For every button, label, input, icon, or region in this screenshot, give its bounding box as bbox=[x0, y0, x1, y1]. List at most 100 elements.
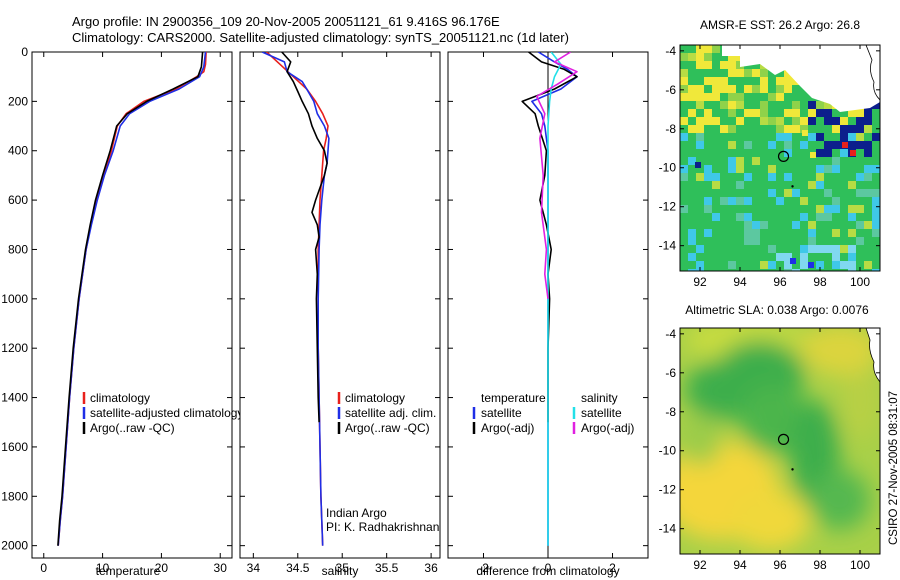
legend-temp-argo: Argo(-adj) bbox=[481, 421, 534, 435]
sst-cell bbox=[816, 213, 824, 221]
sst-cell bbox=[848, 229, 856, 237]
sst-cell bbox=[816, 149, 824, 157]
map-y-tick-label: -6 bbox=[665, 366, 676, 380]
series-line-argo bbox=[57, 52, 204, 546]
sst-cell bbox=[688, 253, 696, 261]
sst-cell bbox=[808, 109, 816, 117]
legend-satellite: satellite-adjusted climatology bbox=[90, 406, 243, 420]
sst-cell bbox=[744, 197, 752, 205]
sst-cell bbox=[808, 133, 816, 141]
sst-cell bbox=[832, 245, 840, 253]
sst-cell bbox=[808, 229, 816, 237]
legend-sal-argo: Argo(-adj) bbox=[581, 421, 634, 435]
sst-cell bbox=[728, 141, 736, 149]
sst-cell bbox=[720, 197, 728, 205]
sst-cell bbox=[816, 261, 824, 269]
sst-cell bbox=[800, 197, 808, 205]
sst-cell bbox=[736, 181, 744, 189]
sst-cell bbox=[864, 261, 872, 269]
sst-cell bbox=[712, 173, 720, 181]
sst-cell bbox=[784, 133, 792, 141]
temperature-panel: 0 10 20 30 0 200 400 600 800 1000 1200 1400 1600 1800… bbox=[1, 45, 243, 578]
sst-cell bbox=[704, 77, 712, 85]
sst-cell bbox=[752, 85, 760, 93]
sst-cell bbox=[768, 189, 776, 197]
sst-cell bbox=[816, 205, 824, 213]
sst-cell bbox=[800, 117, 808, 125]
sst-cell bbox=[816, 101, 824, 109]
sst-cell bbox=[704, 61, 712, 69]
sst-cell bbox=[802, 130, 808, 136]
map-x-tick-label: 96 bbox=[773, 558, 787, 572]
sst-cell bbox=[848, 109, 856, 117]
sst-cell bbox=[856, 109, 864, 117]
sst-cell bbox=[728, 53, 736, 61]
difference-xlabel: difference from climatology bbox=[476, 564, 619, 578]
sst-cell bbox=[832, 197, 840, 205]
sst-cell bbox=[768, 117, 776, 125]
sst-cell bbox=[728, 101, 736, 109]
sst-cell bbox=[824, 205, 832, 213]
map-x-tick-label: 100 bbox=[850, 558, 870, 572]
sst-cell bbox=[696, 125, 704, 133]
sst-map-panel: AMSR-E SST: 26.2 Argo: 26.8 92 94 96 98 100 -… bbox=[659, 18, 881, 289]
sst-cell bbox=[832, 229, 840, 237]
sst-cell bbox=[744, 213, 752, 221]
map-x-tick-label: 96 bbox=[773, 275, 787, 289]
sst-cell bbox=[840, 149, 848, 157]
map-x-tick-label: 98 bbox=[813, 275, 827, 289]
side-timestamp: CSIRO 27-Nov-2005 08:31:07 bbox=[888, 391, 900, 545]
sst-cell bbox=[792, 189, 800, 197]
sst-cell bbox=[816, 133, 824, 141]
sst-cell bbox=[792, 269, 800, 271]
sst-cell bbox=[688, 229, 696, 237]
sst-cell bbox=[848, 269, 856, 271]
sla-argo-location-marker bbox=[777, 433, 790, 445]
sst-cell bbox=[816, 181, 824, 189]
sst-cell bbox=[688, 93, 696, 101]
sst-cell bbox=[768, 261, 776, 269]
sst-cell bbox=[680, 165, 688, 173]
sst-cell bbox=[848, 245, 856, 253]
y-tick-label: 1000 bbox=[1, 292, 28, 306]
sst-cell bbox=[856, 173, 864, 181]
sst-cell bbox=[712, 93, 720, 101]
sst-cell bbox=[704, 165, 712, 173]
sst-cell bbox=[768, 93, 776, 101]
sst-cell bbox=[800, 253, 808, 261]
legend-temp-satellite: satellite bbox=[481, 406, 522, 420]
sst-cell bbox=[736, 117, 744, 125]
sst-cell bbox=[760, 69, 768, 77]
sst-cell bbox=[832, 165, 840, 173]
sst-cell bbox=[752, 221, 760, 229]
sst-cell bbox=[688, 157, 696, 165]
map-x-tick-label: 100 bbox=[850, 275, 870, 289]
sst-cell bbox=[752, 69, 760, 77]
temperature-ticks: 0 10 20 30 0 200 400 600 800 1000 1200 1400 1600 1800… bbox=[1, 45, 232, 575]
sst-cell bbox=[744, 109, 752, 117]
sst-cell bbox=[752, 229, 760, 237]
temperature-series bbox=[57, 52, 207, 546]
sst-cell bbox=[744, 85, 752, 93]
sla-map-panel: Altimetric SLA: 0.038 Argo: 0.0076 92 94 9… bbox=[659, 303, 881, 572]
map-y-tick-label: -10 bbox=[659, 161, 677, 175]
sst-cell bbox=[864, 149, 872, 157]
y-tick-label: 800 bbox=[8, 242, 28, 256]
sst-cell bbox=[680, 69, 688, 77]
sst-cell bbox=[824, 141, 832, 149]
sst-cell bbox=[784, 189, 792, 197]
sst-cell bbox=[864, 125, 872, 133]
sst-cell bbox=[704, 53, 712, 61]
sst-cell bbox=[856, 189, 864, 197]
sst-cell bbox=[808, 245, 816, 253]
sst-cell bbox=[696, 101, 704, 109]
sst-cell bbox=[696, 141, 704, 149]
y-tick-label: 1600 bbox=[1, 440, 28, 454]
sst-cell bbox=[824, 189, 832, 197]
sst-cell bbox=[680, 133, 688, 141]
difference-ticks: -2 0 2 bbox=[448, 51, 648, 575]
sst-cell bbox=[816, 109, 824, 117]
sst-cell bbox=[872, 101, 880, 109]
sst-cell bbox=[872, 221, 880, 229]
sst-cell bbox=[832, 157, 840, 165]
